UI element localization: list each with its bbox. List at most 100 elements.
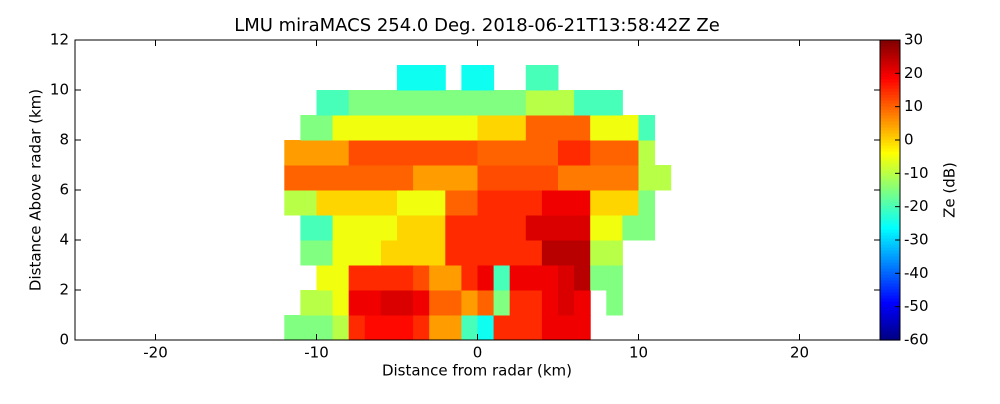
colorbar-segment [880, 142, 900, 146]
colorbar-tick-label: -10 [904, 164, 929, 182]
cell [558, 190, 575, 216]
cell [413, 65, 430, 91]
cell [606, 265, 623, 291]
cell [590, 240, 607, 266]
cell [493, 290, 511, 316]
cell [525, 290, 543, 316]
cell [316, 240, 334, 266]
colorbar-segment [880, 40, 900, 44]
cell [332, 315, 350, 341]
cell [413, 140, 430, 166]
cell [348, 140, 366, 166]
cell [284, 140, 301, 166]
colorbar-segment [880, 49, 900, 53]
colorbar-segment [880, 103, 900, 107]
colorbar-segment [880, 172, 900, 176]
cell [509, 115, 527, 141]
colorbar-segment [880, 319, 900, 323]
cell [493, 140, 511, 166]
cell [477, 165, 495, 191]
cell [364, 215, 382, 241]
y-tick-label: 0 [59, 331, 69, 349]
cell [606, 90, 623, 116]
colorbar-segment [880, 208, 900, 212]
cell [380, 190, 398, 216]
cell [461, 265, 478, 291]
cell [493, 215, 511, 241]
colorbar-segment [880, 286, 900, 290]
colorbar-segment [880, 43, 900, 47]
colorbar-segment [880, 202, 900, 206]
cell [525, 140, 543, 166]
cell [397, 115, 414, 141]
y-tick-label: 4 [59, 231, 69, 249]
cell [509, 90, 527, 116]
cell [429, 140, 446, 166]
cell [300, 190, 317, 216]
cell [332, 165, 350, 191]
colorbar-segment [880, 223, 900, 227]
cell [332, 190, 350, 216]
cell [413, 240, 430, 266]
cell [477, 215, 495, 241]
colorbar-segment [880, 67, 900, 71]
cell [284, 190, 301, 216]
colorbar-segment [880, 88, 900, 92]
colorbar-frame [879, 39, 901, 341]
cell [364, 290, 382, 316]
cell [445, 315, 462, 341]
cell [493, 265, 511, 291]
cell [477, 240, 495, 266]
cell [284, 315, 301, 341]
colorbar-segment [880, 214, 900, 218]
colorbar-segment [880, 247, 900, 251]
colorbar-tick-label: -60 [904, 331, 929, 349]
colorbar-label: Ze (dB) [941, 162, 959, 218]
cell [397, 65, 414, 91]
cell [316, 140, 334, 166]
cell [397, 190, 414, 216]
colorbar-segment [880, 271, 900, 275]
cell [429, 290, 446, 316]
colorbar-segment [880, 148, 900, 152]
cell [525, 65, 543, 91]
colorbar-segment [880, 262, 900, 266]
colorbar-segment [880, 289, 900, 293]
cell [558, 315, 575, 341]
cell [654, 165, 672, 191]
cell [461, 190, 478, 216]
colorbar-segment [880, 280, 900, 284]
colorbar-segment [880, 232, 900, 236]
cell [574, 165, 591, 191]
cell [380, 215, 398, 241]
cell [509, 240, 527, 266]
cell [493, 240, 511, 266]
cell [348, 265, 366, 291]
cell [574, 240, 591, 266]
colorbar-segment [880, 235, 900, 239]
cell [541, 65, 559, 91]
cell [413, 290, 430, 316]
colorbar-segment [880, 154, 900, 158]
cell [364, 140, 382, 166]
cell [638, 115, 656, 141]
cell [606, 215, 623, 241]
cell [380, 140, 398, 166]
cell [461, 65, 478, 91]
cell [397, 90, 414, 116]
cell [606, 165, 623, 191]
cell [541, 290, 559, 316]
colorbar-segment [880, 133, 900, 137]
colorbar-segment [880, 211, 900, 215]
cell [332, 115, 350, 141]
colorbar-tick-label: -30 [904, 231, 929, 249]
colorbar-segment [880, 130, 900, 134]
cell [300, 115, 317, 141]
cell [332, 240, 350, 266]
cell [413, 190, 430, 216]
colorbar-segment [880, 274, 900, 278]
cell [461, 165, 478, 191]
cell [541, 215, 559, 241]
cell [316, 265, 334, 291]
colorbar-segment [880, 124, 900, 128]
